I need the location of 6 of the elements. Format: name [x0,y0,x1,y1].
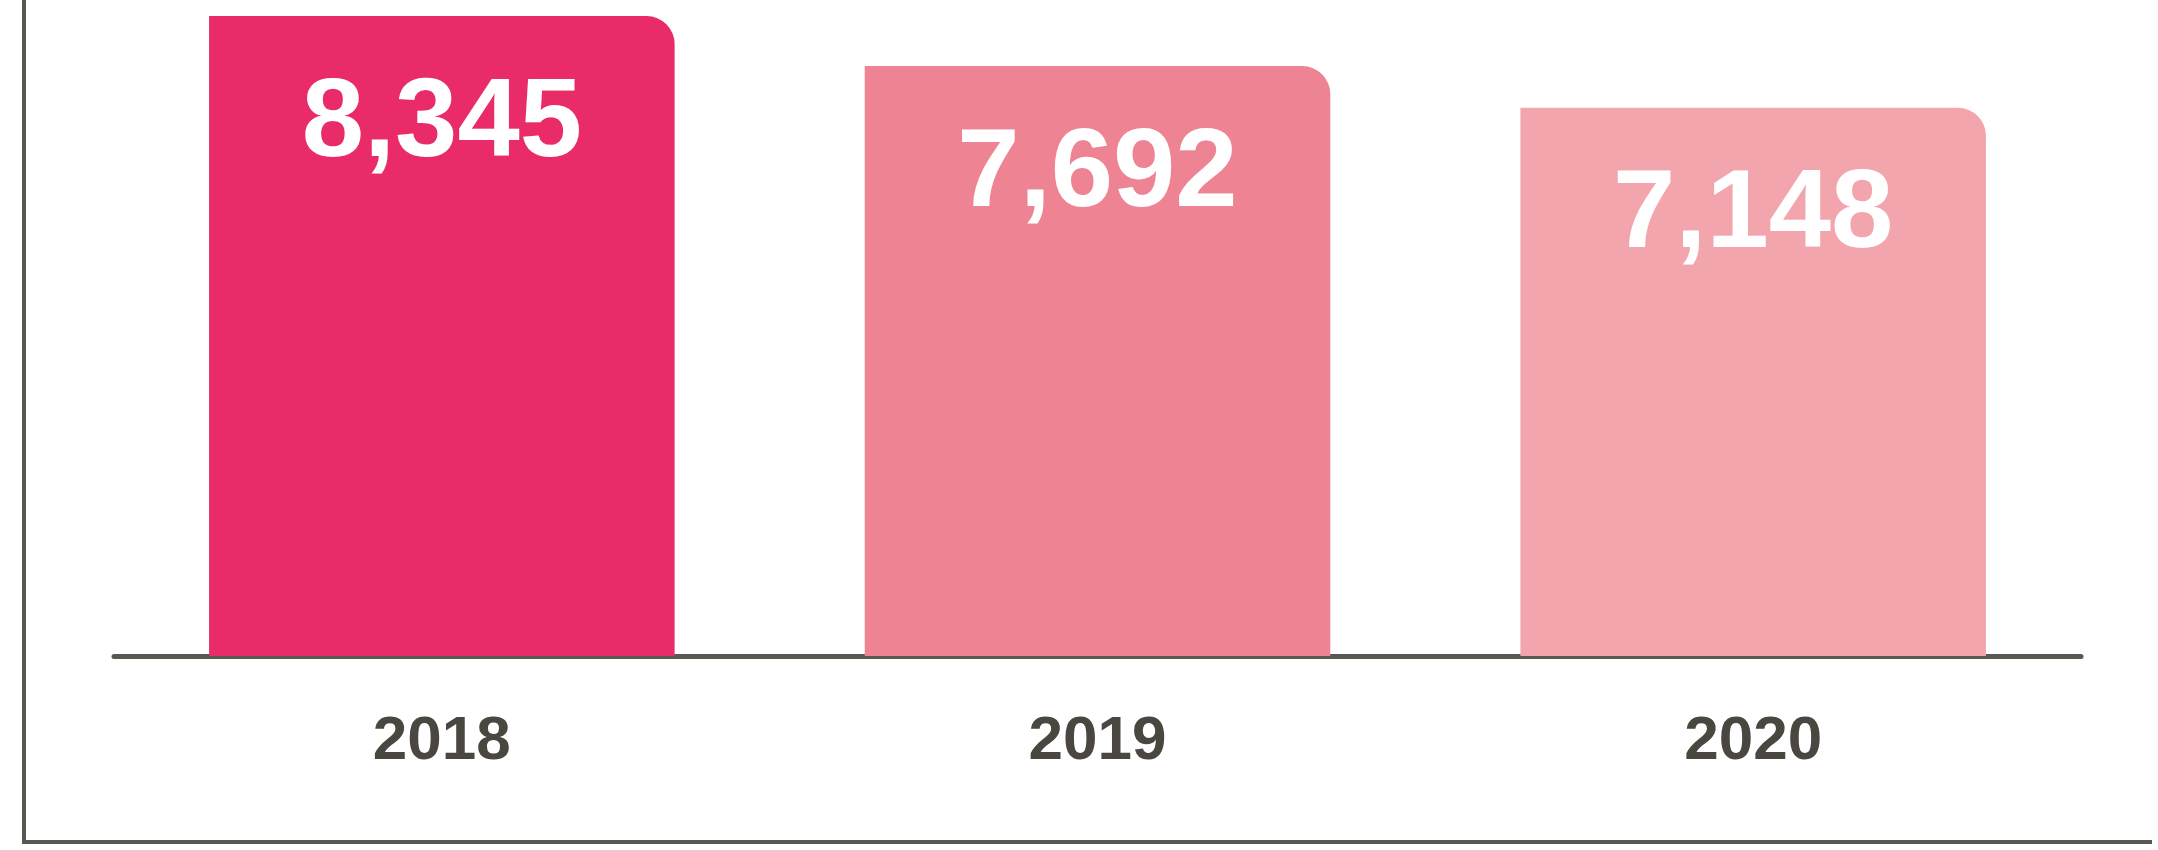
x-tick-label: 2018 [372,702,511,772]
data-label: 7,692 [957,104,1238,230]
x-tick-label: 2020 [1684,702,1823,772]
data-label: 8,345 [301,54,582,180]
data-label: 7,148 [1613,146,1894,272]
x-tick-label: 2019 [1028,702,1167,772]
